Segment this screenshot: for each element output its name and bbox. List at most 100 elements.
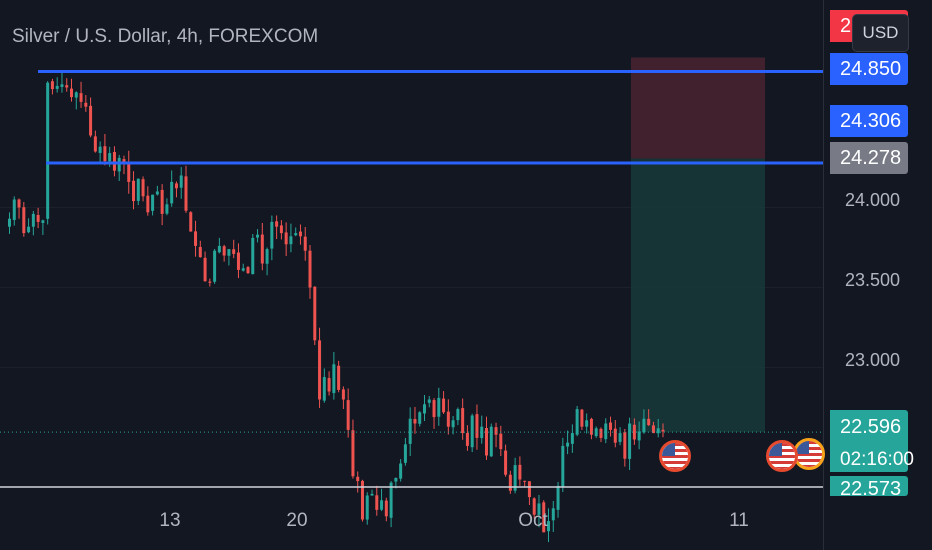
candle-body [155,191,159,195]
candle-body [36,214,40,222]
candle-body [360,480,364,520]
us-flag-event-icon[interactable] [793,438,825,470]
candle-body [160,189,164,214]
candle-body [475,414,479,438]
candle-body [60,84,64,87]
candle-body [236,252,240,270]
candle-body [198,247,202,258]
candle-body [427,399,431,403]
candle-body [79,93,83,102]
y-tick-label: 23.000 [844,350,900,370]
candle-body [494,427,498,435]
y-tick-label: 23.500 [844,270,900,290]
candle-body [70,88,74,98]
candles-layer [8,71,665,543]
candle-body [327,378,331,392]
price-tag-current: 22.596 [830,410,908,472]
currency-button[interactable]: USD [852,14,909,52]
candle-body [656,428,660,434]
candle-body [294,233,298,236]
candle-body [465,433,469,446]
countdown-label: 02:16:00 [840,449,914,470]
candle-body [408,418,412,444]
candle-body [532,498,536,515]
candle-body [141,179,145,197]
candle-body [27,226,31,233]
candle-body [179,175,183,188]
candle-body [504,450,508,475]
candle-body [46,82,50,219]
candle-body [337,365,341,390]
candle-body [618,433,622,442]
candle-body [170,181,174,204]
stop-loss-zone [631,57,765,159]
candle-body [146,195,150,213]
candle-body [251,237,255,275]
candle-body [489,426,493,457]
candle-body [370,493,374,496]
candle-body [12,199,16,220]
candle-body [89,105,93,136]
candle-body [599,428,603,438]
candle-body [279,225,283,234]
us-flag-event-icon[interactable] [766,440,798,472]
candle-body [136,178,140,201]
take-profit-zone [631,158,765,433]
candle-body [561,445,565,488]
candle-body [628,423,632,459]
price-chart[interactable] [0,0,823,550]
candle-body [17,199,21,208]
candle-body [98,146,102,153]
candle-body [556,485,560,510]
candle-body [184,176,188,211]
candle-body [189,212,193,232]
candle-body [446,411,450,427]
chart-title: Silver / U.S. Dollar, 4h, FOREXCOM [12,26,319,47]
price-tag-bottom: 22.573 [830,476,908,496]
candle-body [351,430,355,477]
candle-body [284,232,288,245]
candle-body [470,415,474,448]
candle-body [222,246,226,256]
price-tag-resistance: 24.850 [830,53,908,85]
candle-body [513,465,517,491]
candle-body [174,183,178,189]
candle-body [523,480,527,482]
candle-body [31,213,35,227]
candle-body [65,85,69,88]
candle-body [613,428,617,443]
candle-body [194,231,198,246]
candle-body [313,286,317,341]
candle-body [50,81,54,90]
candle-body [661,429,665,432]
candle-body [623,432,627,459]
candle-body [217,245,221,253]
candle-body [418,412,422,424]
candle-body [461,408,465,434]
candle-body [108,153,112,162]
candle-body [41,220,45,223]
candle-body [117,157,121,172]
candle-body [246,267,250,274]
candle-body [432,400,436,418]
candle-body [93,136,97,152]
candle-body [265,249,269,264]
us-flag-event-icon[interactable] [659,440,691,472]
candle-body [422,404,426,414]
candle-body [356,476,360,482]
candle-body [480,426,484,439]
candle-body [437,397,441,417]
candle-body [318,340,322,400]
candle-body [203,257,207,282]
candle-body [456,409,460,421]
candle-body [132,180,136,202]
candle-body [256,234,260,238]
price-tag-entry: 24.306 [830,105,908,137]
candle-body [499,433,503,450]
candle-body [303,236,307,251]
candle-body [375,495,379,510]
candle-body [365,495,369,520]
price-tag-support: 24.278 [830,142,908,174]
x-tick-label: 20 [286,510,308,531]
candle-body [260,234,264,264]
